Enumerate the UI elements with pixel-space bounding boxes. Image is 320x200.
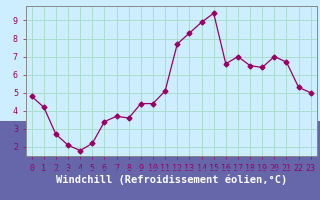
X-axis label: Windchill (Refroidissement éolien,°C): Windchill (Refroidissement éolien,°C) — [56, 174, 287, 185]
